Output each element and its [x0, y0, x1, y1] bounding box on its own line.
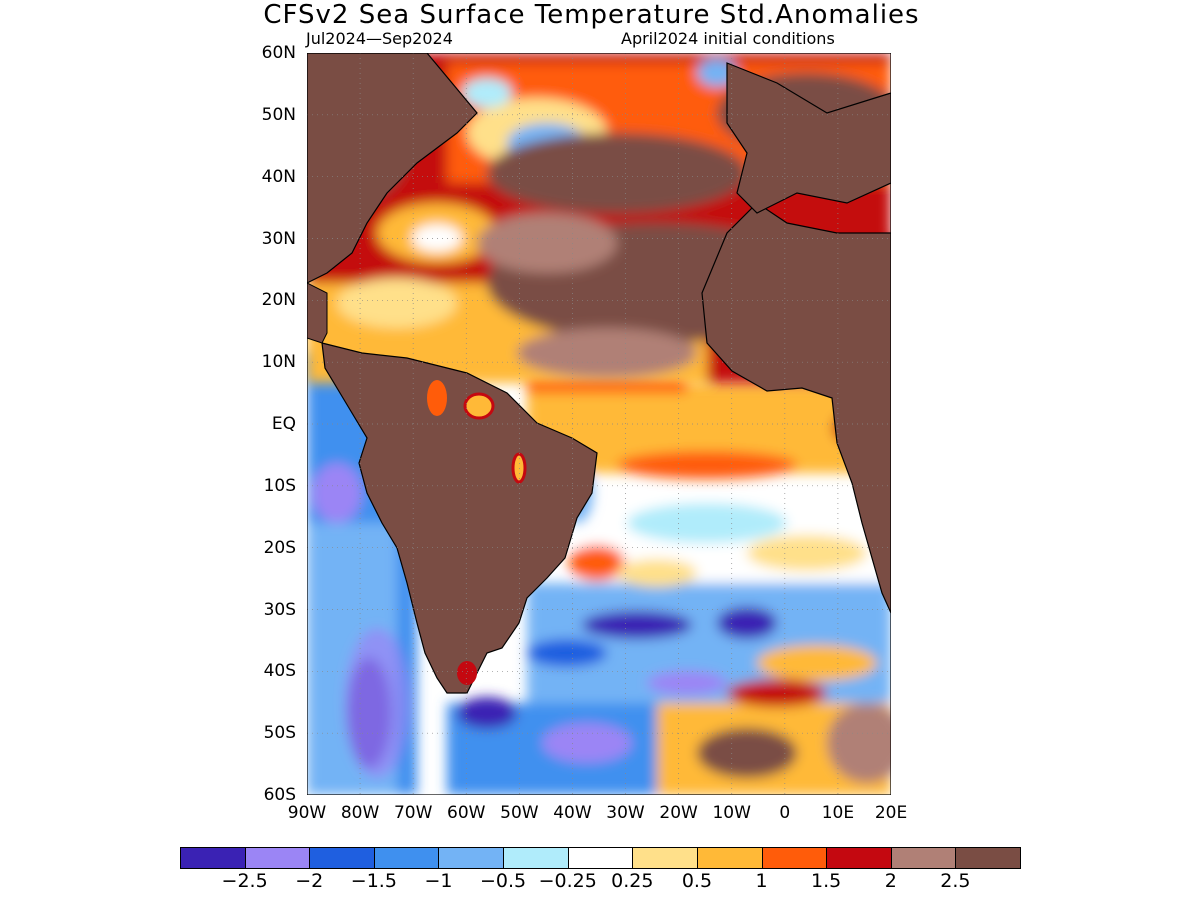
lon-tick-label: 60W [447, 803, 486, 823]
lat-tick-label: 30N [261, 228, 296, 249]
colorbar-swatch [632, 847, 698, 869]
lon-tick-label: 80W [340, 803, 380, 823]
lat-tick-label: EQ [271, 414, 296, 434]
chart-title: CFSv2 Sea Surface Temperature Std.Anomal… [263, 0, 920, 30]
lat-tick-label: 20N [261, 290, 296, 311]
central-america-land [307, 282, 328, 344]
colorbar-swatch [309, 847, 375, 869]
colorbar-swatch [438, 847, 505, 869]
colorbar-swatch [244, 847, 311, 869]
colorbar-swatch [503, 847, 569, 869]
lat-tick-label: 60S [263, 785, 296, 805]
colorbar-swatch [567, 847, 634, 869]
coastal-warm-patches [427, 380, 527, 685]
map-body [307, 53, 891, 795]
lat-tick-label: 60N [261, 43, 296, 63]
lon-tick-label: 90W [287, 803, 327, 823]
colorbar-label: −2 [295, 870, 324, 892]
colorbar-label: −1 [424, 870, 453, 892]
africa-land [701, 202, 891, 614]
sst-anomaly-map [307, 53, 891, 795]
lon-tick-label: 10E [821, 803, 855, 823]
colorbar-label: 1 [755, 870, 768, 892]
initial-conditions: April2024 initial conditions [621, 29, 835, 48]
colorbar-swatch [696, 847, 763, 869]
colorbar-label: −1.5 [350, 870, 397, 892]
colorbar-swatch [955, 847, 1021, 869]
colorbar-swatch [890, 847, 957, 869]
colorbar-label: −2.5 [221, 870, 268, 892]
colorbar-swatch [373, 847, 440, 869]
colorbar-swatch [761, 847, 828, 869]
colorbar-label: −0.25 [538, 870, 597, 892]
graticule [307, 53, 891, 795]
lat-tick-label: 50N [261, 104, 296, 125]
colorbar-swatch [180, 847, 246, 869]
lon-tick-label: 20E [874, 803, 908, 823]
forecast-period: Jul2024—Sep2024 [306, 29, 453, 48]
lat-tick-label: 50S [263, 723, 296, 744]
lon-tick-label: 0 [779, 803, 791, 823]
lon-tick-label: 30W [606, 803, 645, 823]
colorbar-label: −0.5 [479, 870, 527, 892]
lat-tick-label: 40S [263, 661, 296, 682]
lon-tick-label: 20W [659, 803, 698, 823]
lon-tick-label: 10W [712, 803, 751, 823]
north-america-land [307, 53, 478, 284]
europe-land [726, 62, 891, 214]
lon-tick-label: 50W [500, 803, 539, 823]
colorbar-label: 0.25 [611, 870, 654, 892]
lon-tick-label: 70W [393, 803, 433, 823]
land-masses [307, 53, 891, 694]
lat-tick-label: 10N [261, 352, 296, 373]
lat-tick-label: 40N [261, 166, 296, 187]
colorbar-swatch [826, 847, 892, 869]
colorbar-label: 0.5 [681, 870, 713, 892]
lat-tick-label: 30S [263, 599, 296, 620]
lon-tick-label: 40W [553, 803, 592, 823]
colorbar-label: 2 [884, 870, 897, 892]
lat-tick-label: 20S [263, 537, 296, 558]
colorbar-label: 2.5 [940, 870, 971, 892]
lat-tick-label: 10S [263, 475, 296, 496]
colorbar-label: 1.5 [811, 870, 842, 892]
